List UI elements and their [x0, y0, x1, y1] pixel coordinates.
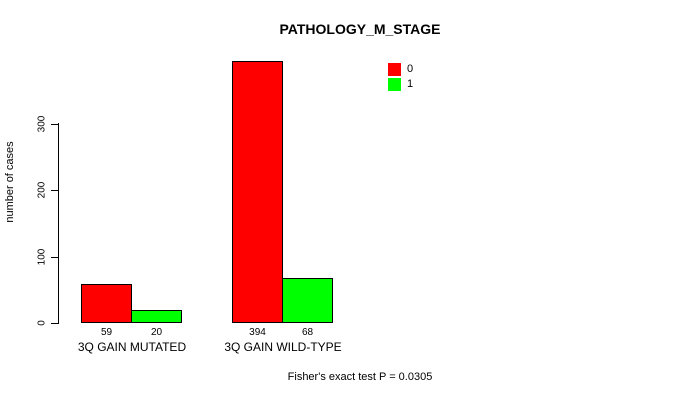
legend-item: 0 — [388, 63, 413, 76]
y-axis-tick — [51, 190, 58, 191]
y-axis-tick — [51, 124, 58, 125]
bar-value-label: 394 — [249, 327, 266, 338]
bar-value-label: 68 — [301, 327, 314, 338]
legend-label: 0 — [407, 63, 414, 75]
bar-value-label: 20 — [150, 327, 163, 338]
y-axis-tick-label: 200 — [36, 181, 48, 199]
category-label: 3Q GAIN MUTATED — [77, 340, 187, 354]
y-axis-label: number of cases — [4, 141, 16, 223]
legend-label: 1 — [407, 78, 414, 90]
bar-0-3q-gain-wild-type — [232, 61, 283, 323]
bar-value-label: 59 — [100, 327, 113, 338]
y-axis-tick-label: 100 — [36, 248, 48, 266]
bar-1-3q-gain-mutated — [131, 310, 182, 323]
legend-swatch-icon — [388, 63, 401, 76]
fisher-test-note: Fisher's exact test P = 0.0305 — [287, 371, 433, 383]
category-label: 3Q GAIN WILD-TYPE — [224, 340, 342, 354]
y-axis-tick — [51, 257, 58, 258]
y-axis-tick-label: 0 — [36, 320, 48, 326]
bar-1-3q-gain-wild-type — [282, 278, 333, 323]
y-axis-tick — [51, 323, 58, 324]
chart-title: PATHOLOGY_M_STAGE — [279, 21, 441, 37]
y-axis-tick-label: 300 — [36, 115, 48, 133]
legend-swatch-icon — [388, 78, 401, 91]
bar-0-3q-gain-mutated — [81, 284, 132, 323]
legend-item: 1 — [388, 78, 413, 91]
y-axis-line — [58, 123, 59, 324]
